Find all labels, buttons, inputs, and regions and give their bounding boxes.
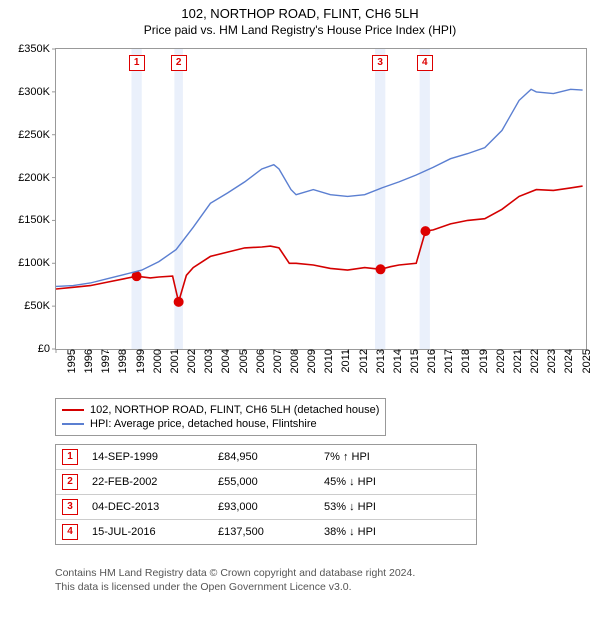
legend-row: HPI: Average price, detached house, Flin… [62,417,379,431]
x-tick-label: 1996 [77,349,95,373]
sale-dot [132,272,141,281]
table-row: 4 15-JUL-2016£137,50038% ↓ HPI [56,519,476,544]
y-tick-label: £250K [18,129,56,141]
row-index-box: 2 [62,474,78,490]
x-tick-label: 2011 [334,349,352,373]
sale-dot [174,297,183,306]
cell-price: £93,000 [210,496,316,518]
cell-delta: 38% ↓ HPI [316,521,384,543]
band-marker: 3 [372,55,388,71]
chart-title: 102, NORTHOP ROAD, FLINT, CH6 5LH [0,0,600,21]
cell-date: 14-SEP-1999 [84,446,210,468]
band-marker: 1 [129,55,145,71]
sales-table: 114-SEP-1999£84,9507% ↑ HPI222-FEB-2002£… [55,444,477,545]
row-index-box: 3 [62,499,78,515]
legend-swatch [62,423,84,425]
x-tick-label: 2000 [146,349,164,373]
x-tick-label: 2025 [575,349,593,373]
x-tick-label: 2006 [249,349,267,373]
legend-swatch [62,409,84,411]
table-row: 3 04-DEC-2013£93,00053% ↓ HPI [56,494,476,519]
y-tick-label: £200K [18,172,56,184]
cell-price: £55,000 [210,471,316,493]
sale-dot [421,227,430,236]
x-tick-label: 2012 [352,349,370,373]
y-tick-label: £300K [18,86,56,98]
x-tick-label: 2005 [232,349,250,373]
x-tick-label: 1999 [129,349,147,373]
cell-price: £137,500 [210,521,316,543]
cell-delta: 45% ↓ HPI [316,471,384,493]
x-tick-label: 2003 [197,349,215,373]
x-tick-label: 2008 [283,349,301,373]
x-tick-label: 2014 [386,349,404,373]
band-marker: 4 [417,55,433,71]
x-tick-label: 2001 [163,349,181,373]
band-marker: 2 [171,55,187,71]
y-tick-label: £100K [18,257,56,269]
x-tick-label: 2010 [317,349,335,373]
sale-dot [376,265,385,274]
x-tick-label: 2015 [403,349,421,373]
x-tick-label: 2018 [454,349,472,373]
cell-delta: 7% ↑ HPI [316,446,378,468]
y-tick-label: £50K [24,300,56,312]
x-tick-label: 2019 [472,349,490,373]
x-tick-label: 2004 [214,349,232,373]
legend-row: 102, NORTHOP ROAD, FLINT, CH6 5LH (detac… [62,403,379,417]
table-row: 1 14-SEP-1999£84,9507% ↑ HPI [56,445,476,469]
x-tick-label: 2009 [300,349,318,373]
legend-label: 102, NORTHOP ROAD, FLINT, CH6 5LH (detac… [90,404,379,416]
chart-svg [56,49,586,349]
x-tick-label: 1995 [60,349,78,373]
legend-label: HPI: Average price, detached house, Flin… [90,418,317,430]
cell-date: 15-JUL-2016 [84,521,210,543]
x-tick-label: 2016 [420,349,438,373]
x-tick-label: 2017 [437,349,455,373]
x-tick-label: 2013 [369,349,387,373]
y-tick-label: £150K [18,214,56,226]
chart-subtitle: Price paid vs. HM Land Registry's House … [0,21,600,41]
y-tick-label: £350K [18,43,56,55]
cell-price: £84,950 [210,446,316,468]
x-tick-label: 1998 [111,349,129,373]
x-tick-label: 2002 [180,349,198,373]
x-tick-label: 2021 [506,349,524,373]
x-tick-label: 1997 [94,349,112,373]
x-tick-label: 2020 [489,349,507,373]
footer-line-2: This data is licensed under the Open Gov… [55,580,415,594]
x-tick-label: 2022 [523,349,541,373]
x-tick-label: 2024 [557,349,575,373]
row-index-box: 1 [62,449,78,465]
chart-plot-area: £0£50K£100K£150K£200K£250K£300K£350K1995… [55,48,587,350]
y-tick-label: £0 [38,343,56,355]
cell-date: 04-DEC-2013 [84,496,210,518]
x-tick-label: 2023 [540,349,558,373]
table-row: 2 22-FEB-2002£55,00045% ↓ HPI [56,469,476,494]
footer-line-1: Contains HM Land Registry data © Crown c… [55,566,415,580]
cell-delta: 53% ↓ HPI [316,496,384,518]
legend: 102, NORTHOP ROAD, FLINT, CH6 5LH (detac… [55,398,386,436]
footer-attribution: Contains HM Land Registry data © Crown c… [55,566,415,594]
cell-date: 22-FEB-2002 [84,471,210,493]
x-tick-label: 2007 [266,349,284,373]
row-index-box: 4 [62,524,78,540]
